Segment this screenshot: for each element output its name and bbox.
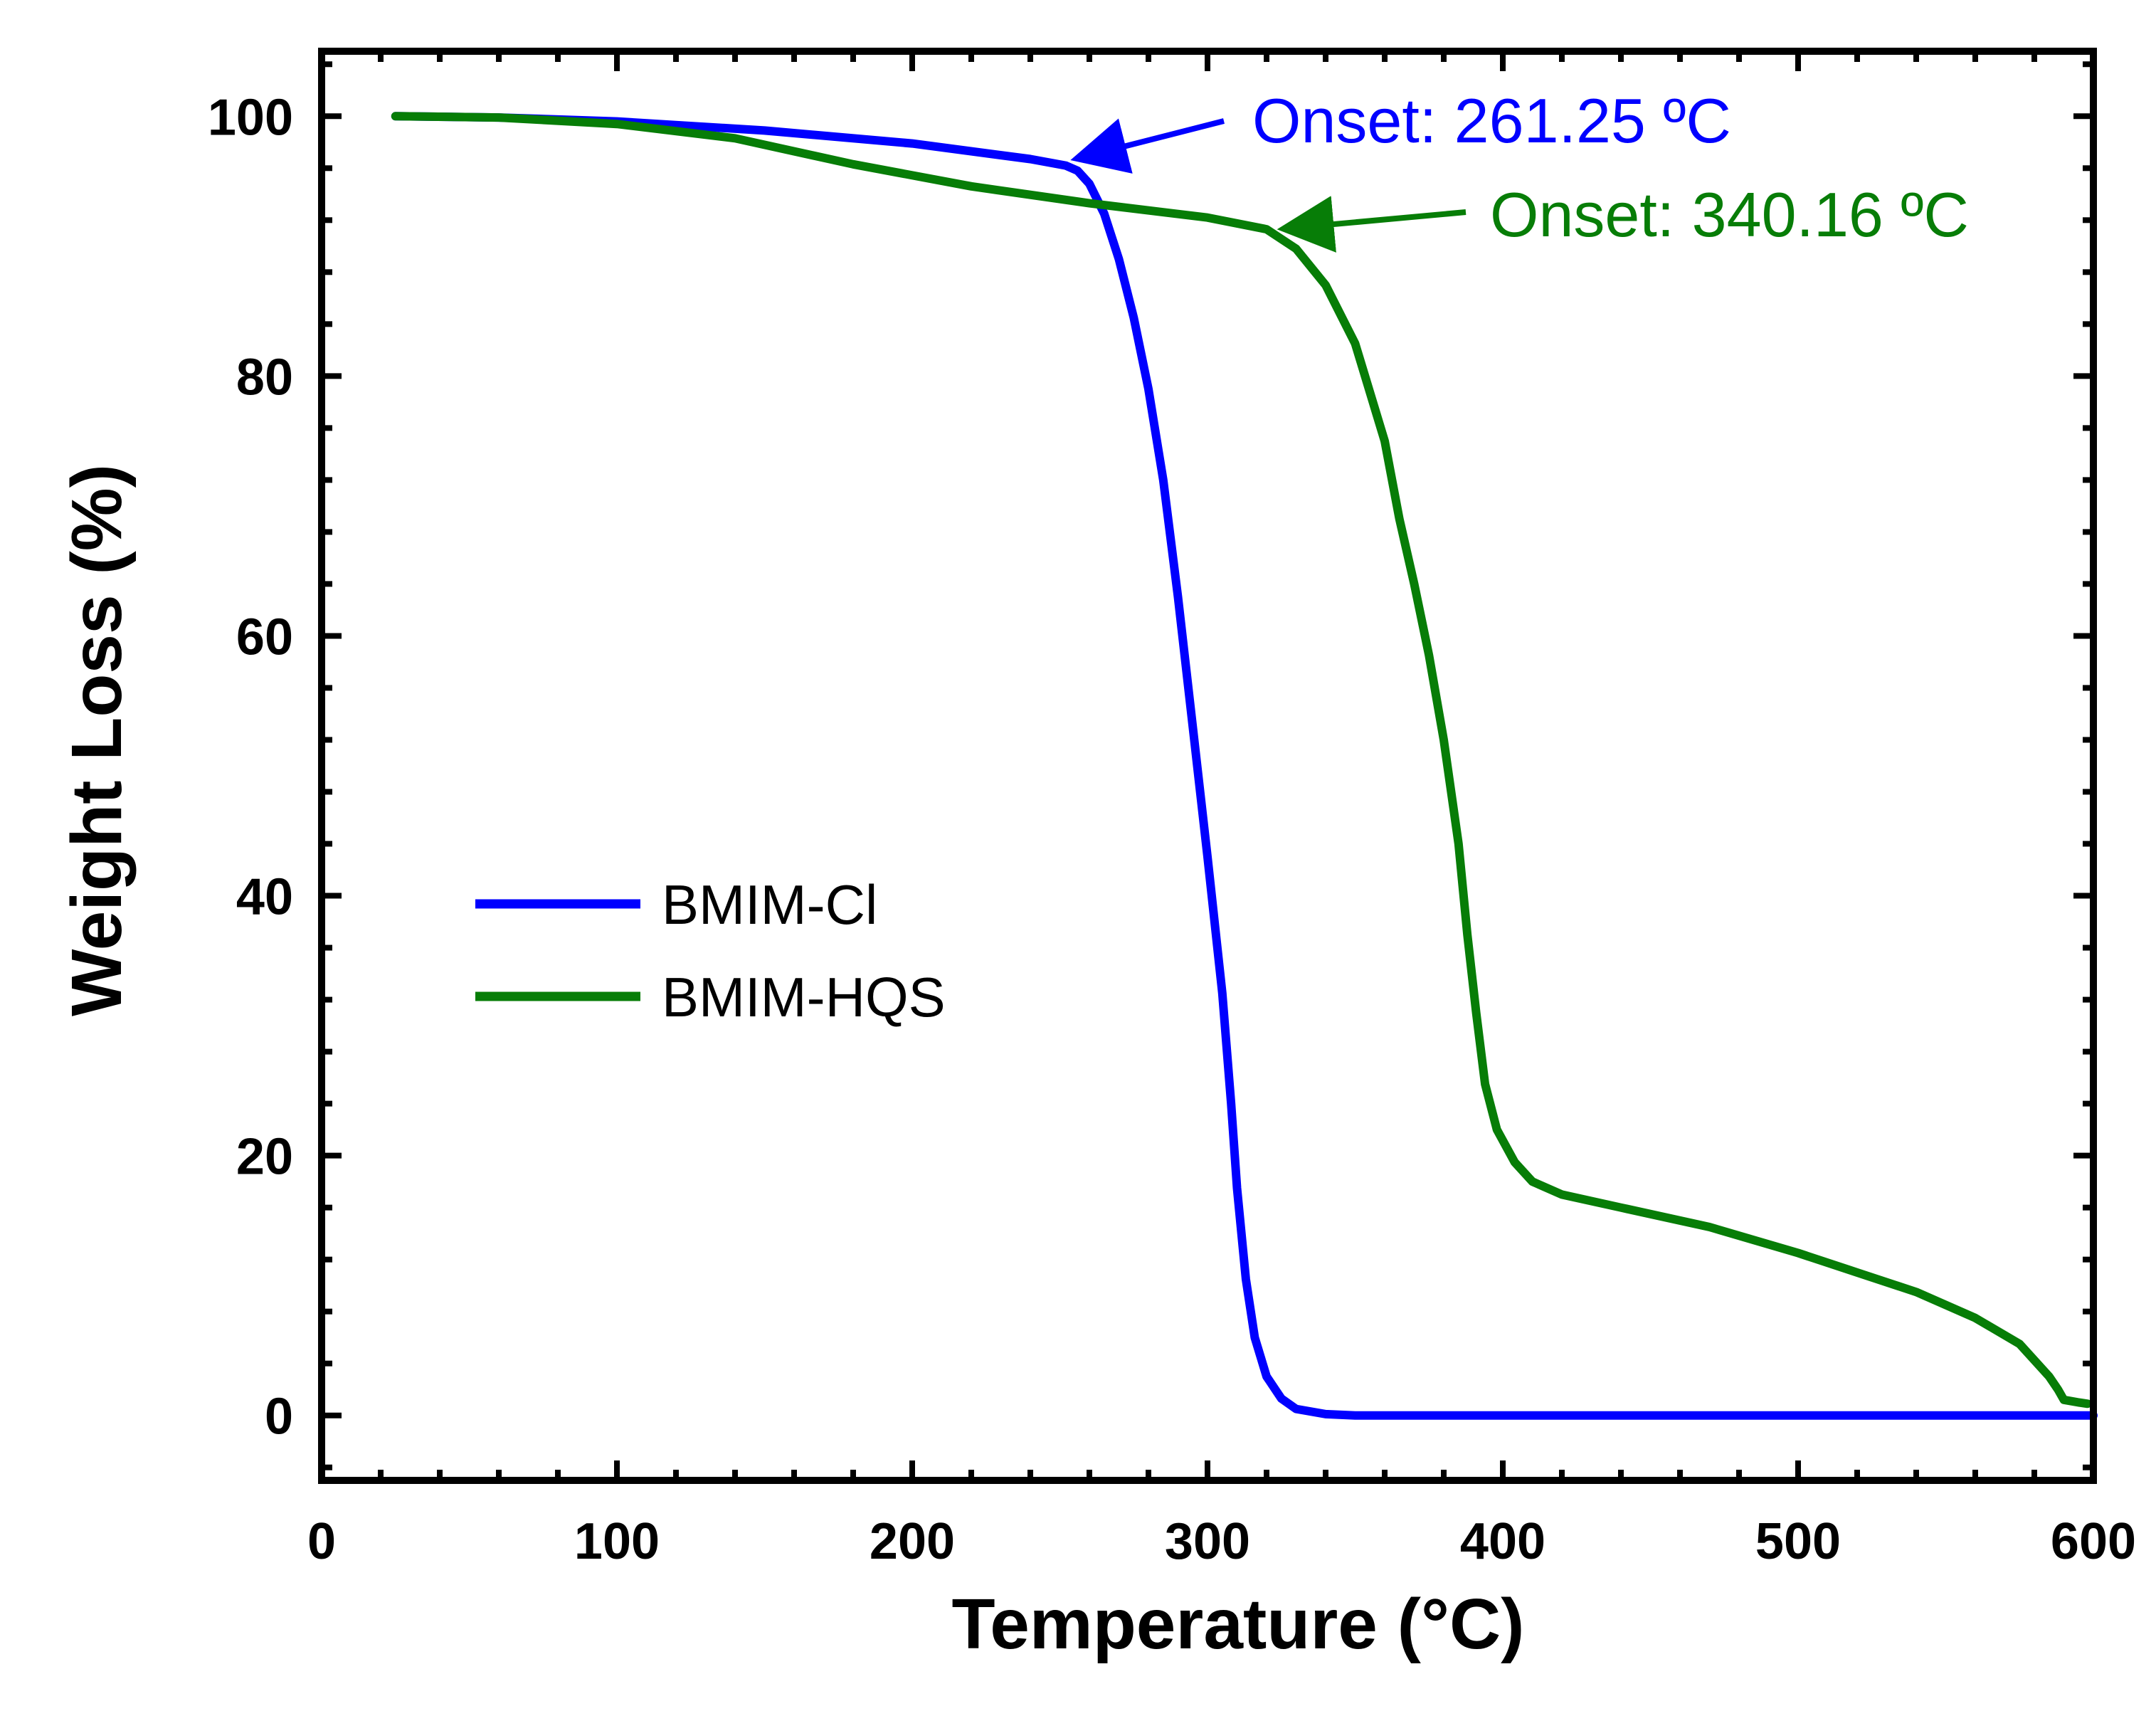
x-tick-label: 100 — [574, 1513, 660, 1570]
x-tick-label: 600 — [2051, 1513, 2136, 1570]
x-tick-label: 300 — [1165, 1513, 1250, 1570]
y-tick-label: 20 — [236, 1129, 293, 1186]
y-tick-label: 40 — [236, 869, 293, 926]
x-tick-label: 200 — [870, 1513, 955, 1570]
plot-frame — [318, 48, 2097, 1484]
x-axis-label: Temperature (°C) — [952, 1584, 1525, 1664]
data-series — [391, 112, 2098, 1420]
onset-arrow-bmim-cl — [1070, 118, 1225, 174]
legend-label-bmim-cl: BMIM-Cl — [662, 873, 877, 936]
y-tick-label: 80 — [236, 349, 293, 406]
y-tick-label: 60 — [236, 609, 293, 665]
onset-annotations: Onset: 261.25 ºC Onset: 340.16 ºC — [1070, 85, 1969, 253]
series-line-bmim-hqs — [391, 112, 2092, 1409]
y-axis-label: Weight Loss (%) — [57, 464, 137, 1016]
axis-tick-labels: 0 100 200 300 400 500 600 0 20 40 60 80 100 — [208, 89, 2136, 1570]
x-tick-label: 500 — [1755, 1513, 1841, 1570]
legend: BMIM-Cl BMIM-HQS — [475, 873, 946, 1028]
onset-label-bmim-cl: Onset: 261.25 ºC — [1252, 85, 1731, 156]
x-tick-label: 0 — [307, 1513, 336, 1570]
onset-arrow-bmim-hqs — [1277, 196, 1467, 253]
y-tick-label: 100 — [208, 89, 293, 146]
y-tick-label: 0 — [265, 1389, 293, 1446]
legend-label-bmim-hqs: BMIM-HQS — [662, 966, 946, 1028]
x-tick-label: 400 — [1460, 1513, 1545, 1570]
series-line-bmim-cl — [391, 112, 2098, 1420]
onset-label-bmim-hqs: Onset: 340.16 ºC — [1490, 179, 1969, 250]
